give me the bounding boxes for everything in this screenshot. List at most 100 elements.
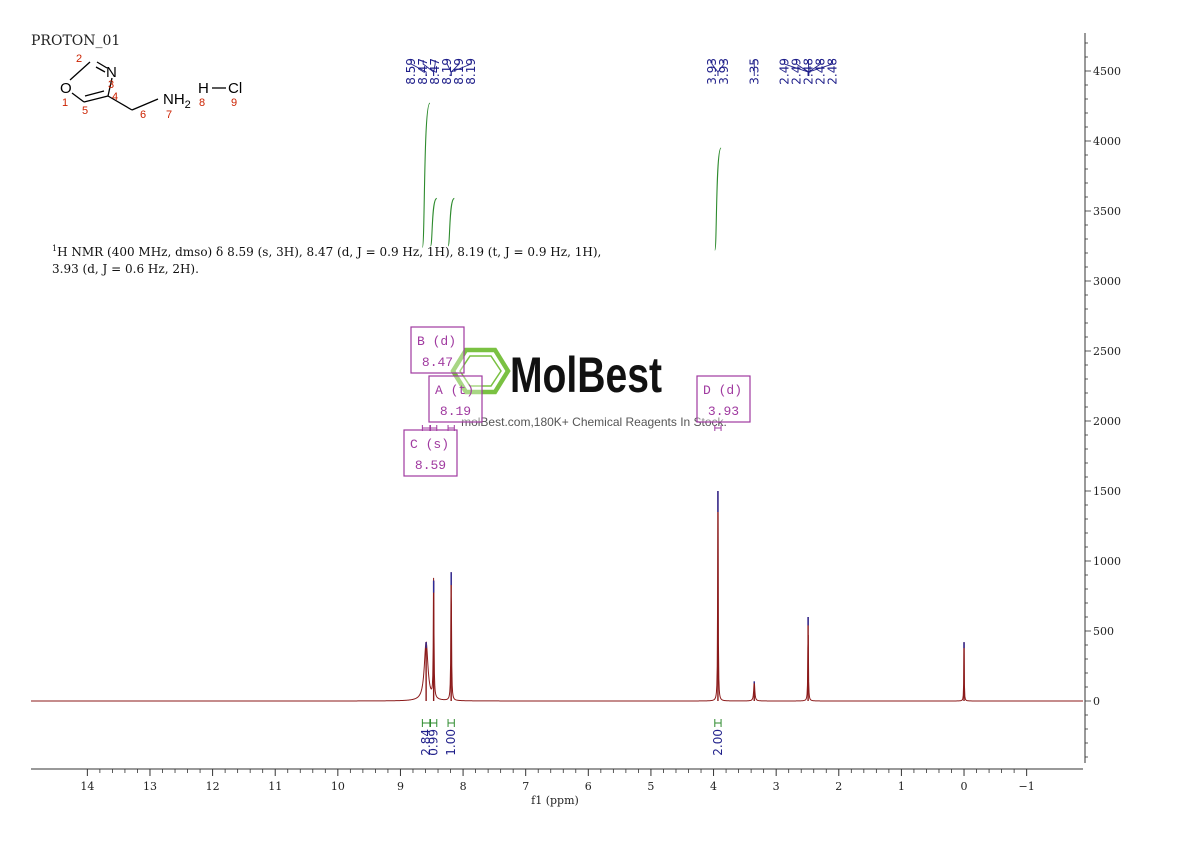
atom-label-6: 6 [140,109,146,121]
multiplet-name: B (d) [417,334,456,349]
x-tick-label: 1 [898,780,905,793]
bond-c4-c6 [107,95,133,111]
atom-cl9-symbol: Cl [228,80,242,97]
spectrum-trace-group [31,491,1083,702]
x-tick-label: 12 [206,780,220,793]
integral-value: 0.99 [427,729,441,756]
chart-axes: 14 13 12 11 10 9 8 7 6 5 4 3 2 1 0 −1050010001500200025… [31,33,1121,793]
bond-n3-c4 [107,77,113,97]
peak-label-leader [433,60,436,76]
atom-n7-symbol: NH2 [163,91,191,111]
molecule-structure: O N NH2 H Cl 1 2 3 4 5 6 7 8 9 [60,53,242,121]
atom-label-3: 3 [108,79,114,91]
x-tick-label: 6 [585,780,592,793]
bond-c5-o1 [71,92,85,103]
peak-label-leader [808,60,833,76]
y-tick-label: 2500 [1093,345,1121,358]
x-tick-label: 0 [961,780,968,793]
nmr-nucleus-superscript: 1 [52,244,57,253]
integral-value: 2.84 [419,729,433,756]
nmr-description-line2: 3.93 (d, J = 0.6 Hz, 2H). [52,262,199,276]
integral-value: 2.00 [711,729,725,756]
y-tick-label: 4000 [1093,135,1121,148]
peak-label: 8.47 [416,58,430,85]
spectrum-line [31,512,1083,702]
atom-label-2: 2 [76,53,82,65]
peak-label: 8.19 [440,58,454,85]
bond-c2-n3 [96,61,108,69]
atom-label-5: 5 [82,105,88,117]
atom-n3-symbol: N [106,64,117,81]
multiplet-shift: 8.19 [440,404,471,419]
peak-label: 2.49 [789,58,803,85]
bond-c6-n7 [131,98,159,111]
peak-label-leader [717,60,725,76]
peak-label: 8.47 [428,58,442,85]
integral-group: 2.840.99 1.00 2.00 [419,102,725,756]
atom-h8-symbol: H [198,80,209,97]
x-tick-label: 9 [397,780,404,793]
peak-label: 3.93 [717,58,731,85]
x-tick-label: 2 [835,780,842,793]
multiplet-box [428,375,483,423]
x-tick-label: −1 [1019,780,1035,793]
watermark-hexagon-icon [450,347,511,395]
peak-label-leader [410,60,427,76]
bond-c2-n3-double [95,66,106,73]
peak-label: 2.48 [813,58,827,85]
multiplet-shift: 8.59 [415,458,446,473]
integral-curve [429,197,438,247]
atom-label-1: 1 [62,97,68,109]
nmr-description: 1H NMR (400 MHz, dmso) δ 8.59 (s, 3H), 8… [52,244,601,276]
x-tick-label: 7 [522,780,529,793]
atom-label-7: 7 [166,109,172,121]
atom-n7-subscript: 2 [185,99,191,111]
watermark: MolBest molBest.com,180K+ Chemical Reage… [450,347,727,429]
peak-label-leader [796,60,809,76]
multiplet-box-group: B (d) 8.47 A (t) 8.19 C (s) 8.59 D (d) 3.93 [403,326,751,477]
x-tick-label: 3 [773,780,780,793]
integral-curve [447,197,455,247]
x-tick-label: 5 [647,780,654,793]
integral-curve [421,102,431,248]
y-tick-label: 3000 [1093,275,1121,288]
peak-label: 2.49 [777,58,791,85]
multiplet-box [410,326,465,374]
watermark-tagline: molBest.com,180K+ Chemical Reagents In S… [461,415,727,429]
y-tick-label: 4500 [1093,65,1121,78]
y-tick-label: 500 [1093,625,1114,638]
peak-label: 8.19 [452,58,466,85]
x-tick-label: 4 [710,780,717,793]
peak-label: 3.93 [705,58,719,85]
x-tick-label: 8 [460,780,467,793]
atom-label-4: 4 [112,91,118,103]
peak-label: 2.48 [825,58,839,85]
nmr-description-line1-text: H NMR (400 MHz, dmso) δ 8.59 (s, 3H), 8.… [57,245,601,259]
atom-label-9: 9 [231,97,237,109]
x-tick-label: 13 [143,780,157,793]
watermark-brand: MolBest [510,347,662,403]
y-tick-label: 1000 [1093,555,1121,568]
multiplet-box [696,375,751,423]
peak-label: 8.19 [464,58,478,85]
multiplet-box [403,429,458,477]
multiplet-name: D (d) [703,383,742,398]
x-tick-label: 10 [331,780,345,793]
y-tick-label: 1500 [1093,485,1121,498]
atom-n7-symbol-text: NH [163,91,185,108]
bond-o1-c2 [69,61,91,81]
atom-label-8: 8 [199,97,205,109]
integral-value: 1.00 [444,729,458,756]
peak-label-group: 8.598.478.478.198.198.19 3.933.93 3.35 2.49… [404,58,839,85]
peak-label-leader [450,60,472,76]
x-tick-label: 11 [268,780,282,793]
multiplet-name: C (s) [410,437,449,452]
y-tick-label: 3500 [1093,205,1121,218]
x-axis-label: f1 (ppm) [531,794,579,807]
multiplet-name: A (t) [435,383,474,398]
bond-c4-c5-double [84,90,105,97]
spectrum-title: PROTON_01 [31,33,120,49]
peak-label: 8.59 [404,58,418,85]
integral-curve [714,147,722,251]
